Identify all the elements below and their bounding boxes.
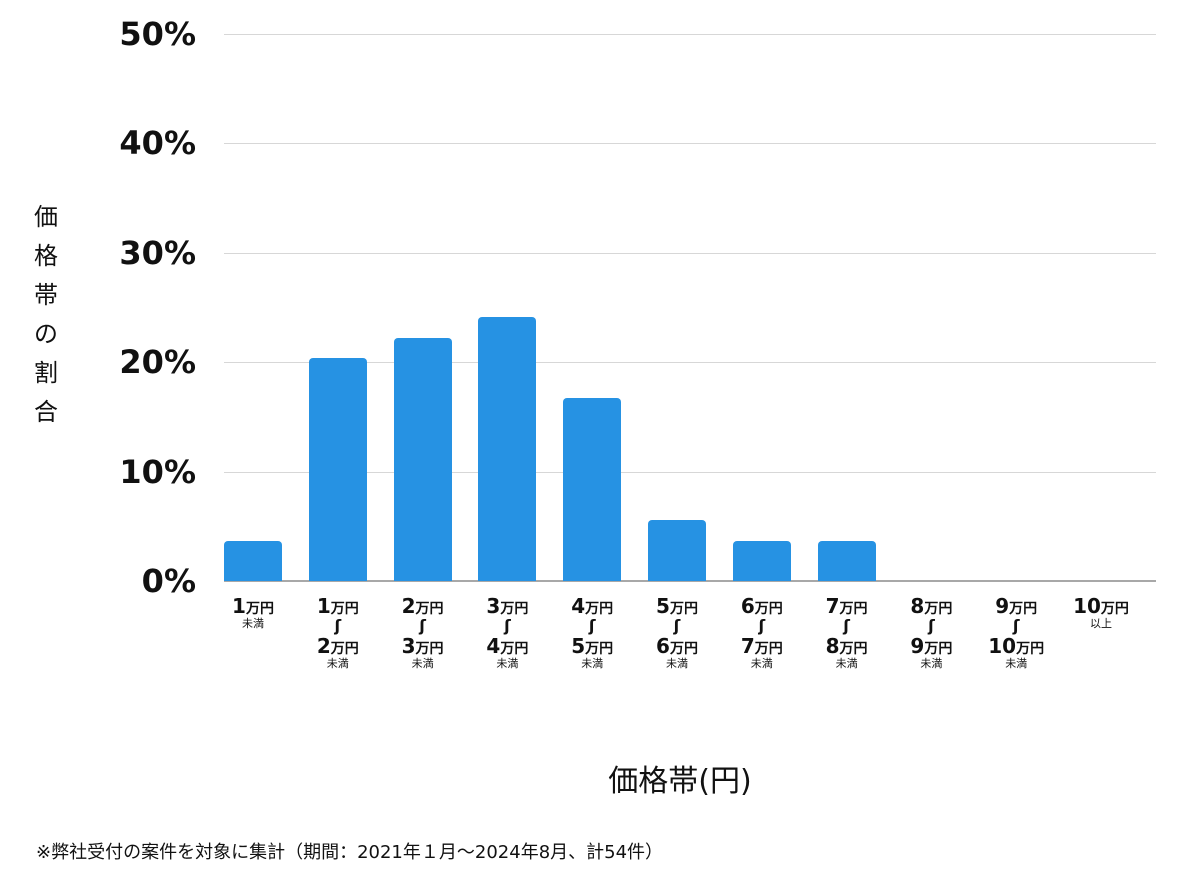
x-category-label: 2万円 ʃ 3万円 未満 <box>401 594 444 670</box>
gridline <box>224 362 1156 363</box>
x-category-label: 9万円 ʃ 10万円 未満 <box>988 594 1045 670</box>
y-tick-label: 20% <box>119 343 196 382</box>
x-category-label: 4万円 ʃ 5万円 未満 <box>571 594 614 670</box>
y-tick-label: 40% <box>119 124 196 163</box>
bar <box>308 357 367 581</box>
gridline <box>224 34 1156 35</box>
x-category-label: 1万円 未満 <box>232 594 274 630</box>
bar <box>732 540 791 581</box>
x-category-label: 6万円 ʃ 7万円 未満 <box>740 594 783 670</box>
footnote: ※弊社受付の案件を対象に集計（期間：2021年１月〜2024年8月、計54件） <box>36 842 664 863</box>
x-category-label: 8万円 ʃ 9万円 未満 <box>910 594 953 670</box>
x-axis-line <box>224 580 1156 582</box>
bar <box>817 540 876 581</box>
y-tick-label: 50% <box>119 15 196 53</box>
x-category-label: 5万円 ʃ 6万円 未満 <box>656 594 698 670</box>
y-tick-label: 10% <box>119 452 196 491</box>
y-tick-label: 0% <box>141 562 196 600</box>
bar <box>393 338 452 581</box>
y-axis-label: 価格帯の割合 <box>34 203 58 426</box>
bar <box>478 317 537 581</box>
bar <box>648 519 706 581</box>
bar <box>224 540 282 581</box>
gridline <box>224 472 1156 473</box>
x-category-label: 3万円 ʃ 4万円 未満 <box>486 594 529 670</box>
bar <box>563 398 622 581</box>
x-axis-label: 価格帯(円) <box>608 764 752 799</box>
gridline <box>224 253 1156 254</box>
x-category-label: 1万円 ʃ 2万円 未満 <box>316 594 359 670</box>
x-category-label: 7万円 ʃ 8万円 未満 <box>825 594 868 670</box>
gridline <box>224 143 1156 144</box>
y-tick-label: 30% <box>119 233 196 272</box>
x-category-label: 10万円 以上 <box>1073 594 1129 630</box>
